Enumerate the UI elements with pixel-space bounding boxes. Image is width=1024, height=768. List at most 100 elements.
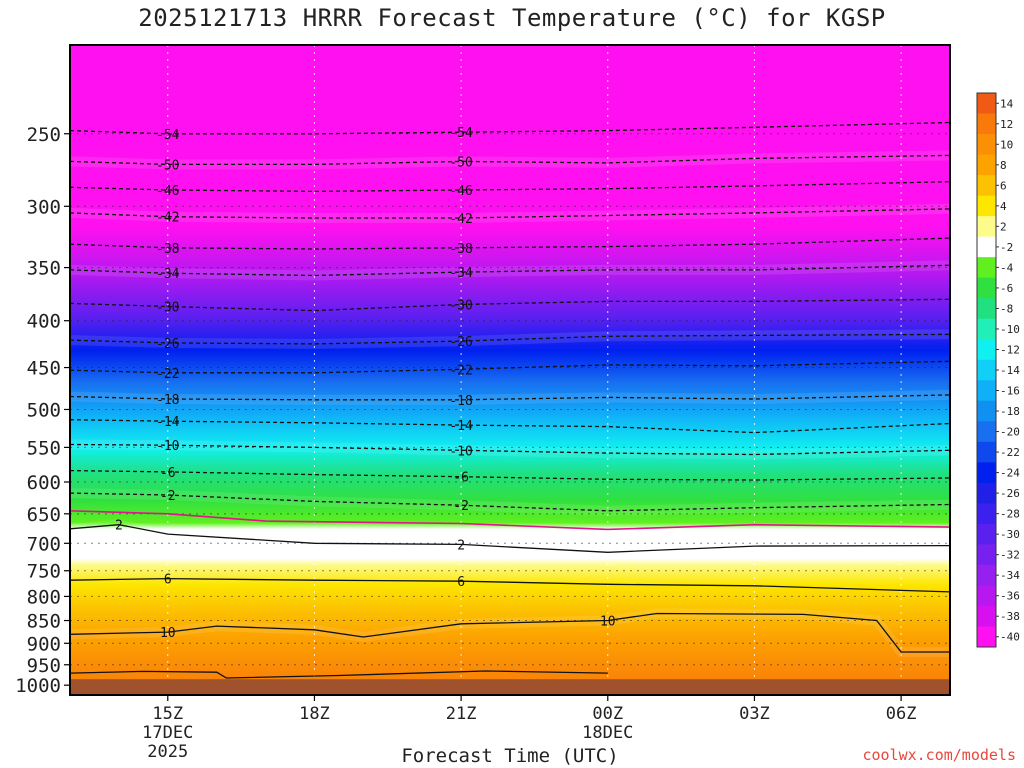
contour-label: -6	[453, 471, 469, 486]
colorbar-swatch	[977, 462, 996, 484]
y-tick-label: 700	[27, 533, 61, 555]
y-tick-label: 500	[27, 399, 61, 421]
colorbar-swatch	[977, 544, 996, 566]
contour-label: -14	[449, 419, 473, 434]
contour-label: -42	[449, 212, 472, 227]
contour-label: -34	[156, 267, 180, 282]
colorbar-label: 14	[1000, 97, 1014, 110]
colorbar-label: -24	[1000, 467, 1020, 480]
y-tick-label: 650	[27, 504, 61, 526]
contour-label: -30	[449, 298, 472, 313]
colorbar-label: -34	[1000, 569, 1020, 582]
contour-band	[70, 389, 950, 405]
contour-band	[70, 203, 950, 223]
y-tick-label: 750	[27, 561, 61, 583]
contour-label: -26	[449, 335, 472, 350]
contour-label: -2	[160, 489, 176, 504]
contour-line	[70, 670, 608, 679]
contour-line	[70, 524, 950, 553]
contour-line	[70, 577, 950, 593]
y-tick-label: 300	[27, 196, 61, 218]
credit-link[interactable]: coolwx.com/models	[862, 746, 1016, 764]
contour-label: -50	[449, 155, 472, 170]
contour-label: -14	[156, 415, 180, 430]
colorbar-swatch	[977, 523, 996, 545]
colorbar-label: 10	[1000, 138, 1013, 151]
colorbar-label: -2	[1000, 241, 1013, 254]
contour-label: -46	[449, 184, 472, 199]
contour-label: -22	[449, 363, 472, 378]
colorbar-swatch	[977, 175, 996, 197]
contour-label: -46	[156, 184, 179, 199]
contour-label: 2	[457, 538, 465, 553]
colorbar-label: -12	[1000, 343, 1020, 356]
contour-label: 10	[160, 626, 176, 641]
colorbar-swatch	[977, 585, 996, 607]
x-tick-label: 03Z	[739, 704, 770, 724]
contour-label: -38	[156, 242, 179, 257]
x-tick-label: 17DEC	[142, 723, 193, 743]
colorbar-label: 6	[1000, 179, 1007, 192]
y-tick-label: 450	[27, 358, 61, 380]
colorbar-swatch	[977, 93, 996, 115]
contour-label: -10	[156, 439, 179, 454]
colorbar-swatch	[977, 421, 996, 443]
colorbar-label: -36	[1000, 590, 1020, 603]
contour-label: 2	[115, 519, 123, 534]
y-tick-label: 850	[27, 611, 61, 633]
colorbar-label: -6	[1000, 282, 1013, 295]
contour-label: -38	[449, 242, 472, 257]
x-tick-label: 18DEC	[582, 723, 633, 743]
colorbar-label: 4	[1000, 200, 1007, 213]
contour-line	[70, 612, 950, 653]
contour-label: -6	[160, 466, 176, 481]
contour-label: -2	[453, 499, 469, 514]
contour-label: 6	[457, 575, 465, 590]
plot-area	[70, 45, 950, 695]
x-tick-label: 06Z	[886, 704, 917, 724]
contour-label: -30	[156, 301, 179, 316]
colorbar-label: -18	[1000, 405, 1020, 418]
contour-label: 10	[600, 615, 616, 630]
colorbar-label: -26	[1000, 487, 1020, 500]
colorbar-label: -30	[1000, 528, 1020, 541]
colorbar-label: -16	[1000, 385, 1020, 398]
colorbar-label: -22	[1000, 446, 1020, 459]
colorbar-swatch	[977, 482, 996, 504]
contour-label: -42	[156, 211, 179, 226]
y-tick-label: 550	[27, 437, 61, 459]
y-tick-label: 350	[27, 258, 61, 280]
colorbar-label: -8	[1000, 302, 1013, 315]
chart-title: 2025121713 HRRR Forecast Temperature (°C…	[138, 4, 886, 32]
colorbar-swatch	[977, 134, 996, 156]
y-tick-label: 900	[27, 633, 61, 655]
plot-frame	[69, 44, 951, 696]
contour-band	[70, 329, 950, 349]
colorbar-swatch	[977, 298, 996, 320]
y-tick-label: 400	[27, 311, 61, 333]
colorbar-label: -40	[1000, 631, 1020, 644]
x-tick-label: 21Z	[446, 704, 477, 724]
colorbar-swatch	[977, 441, 996, 463]
colorbar-swatch	[977, 564, 996, 586]
contour-label: -50	[156, 158, 179, 173]
colorbar-swatch	[977, 277, 996, 299]
contour-label: -26	[156, 337, 179, 352]
colorbar-swatch	[977, 154, 996, 176]
colorbar-swatch	[977, 216, 996, 238]
colorbar-label: -32	[1000, 549, 1020, 562]
contour-label: -18	[156, 393, 179, 408]
below-ground-mask	[70, 679, 950, 695]
colorbar-label: 12	[1000, 118, 1013, 131]
colorbar-swatch	[977, 503, 996, 525]
colorbar-label: -4	[1000, 261, 1014, 274]
x-tick-label: 00Z	[592, 704, 623, 724]
contour-line	[70, 510, 950, 531]
colorbar-swatch	[977, 339, 996, 361]
colorbar-swatch	[977, 195, 996, 217]
colorbar-swatch	[977, 400, 996, 422]
contour-label: -22	[156, 367, 179, 382]
y-tick-label: 800	[27, 586, 61, 608]
x-axis-title: Forecast Time (UTC)	[401, 745, 619, 767]
